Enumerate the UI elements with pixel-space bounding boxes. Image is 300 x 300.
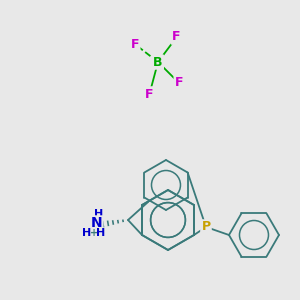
Text: B: B (153, 56, 163, 68)
Text: P: P (201, 220, 211, 233)
Text: F: F (175, 76, 183, 89)
Text: F: F (172, 31, 180, 44)
Text: F: F (145, 88, 153, 100)
Text: N: N (91, 216, 103, 230)
Text: H: H (94, 209, 103, 219)
Text: H: H (96, 228, 106, 238)
Text: H: H (82, 228, 91, 238)
Text: F: F (131, 38, 139, 50)
Text: +: + (90, 228, 98, 238)
